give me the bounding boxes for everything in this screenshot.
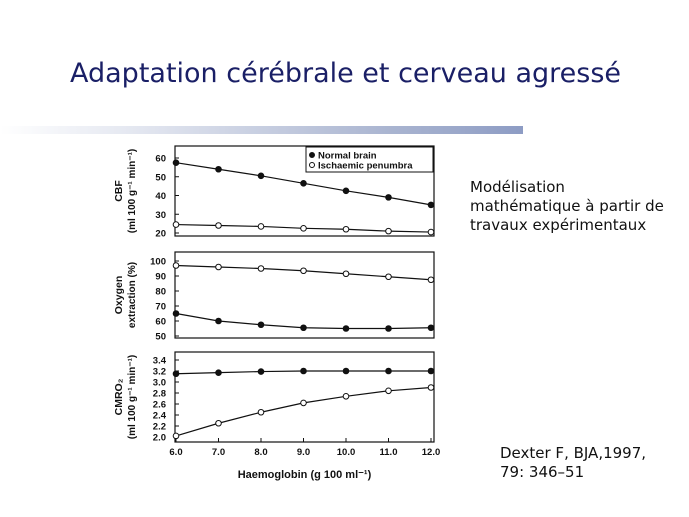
normal-brain-point	[300, 180, 307, 187]
normal-brain-point	[385, 325, 392, 332]
penumbra-point	[215, 263, 222, 271]
y-tick-label: 2.6	[153, 400, 166, 411]
y-tick-label: 80	[155, 287, 166, 298]
x-tick-label: 7.0	[212, 447, 225, 458]
penumbra-point	[427, 276, 435, 284]
penumbra-point	[215, 419, 222, 427]
y-tick-label: 50	[155, 332, 166, 343]
y-tick-label: 3.4	[153, 356, 167, 367]
penumbra-point	[300, 225, 307, 232]
y-tick-label: 50	[155, 172, 166, 183]
model-note-line: mathématique à partir de	[470, 197, 664, 215]
y-tick-label: 60	[155, 317, 166, 328]
x-tick-label: 9.0	[297, 447, 310, 458]
y-tick-label: 90	[155, 272, 166, 283]
penumbra-point	[300, 267, 307, 275]
penumbra-point	[257, 265, 265, 272]
y-tick-label: 3.0	[153, 378, 166, 389]
y-axis-label: (ml 100 g⁻¹ min⁻¹)	[127, 149, 138, 233]
penumbra-point	[385, 387, 392, 395]
x-tick-label: 6.0	[169, 447, 182, 458]
penumbra-point	[172, 221, 180, 228]
normal-brain-point	[257, 172, 265, 180]
normal-brain-point	[257, 321, 265, 329]
y-axis-label: Oxygen	[113, 276, 125, 315]
panel-frame	[174, 351, 435, 443]
panel-frame	[174, 145, 435, 237]
legend-marker	[309, 162, 315, 168]
y-axis-label: CMRO₂	[113, 378, 125, 415]
y-tick-label: 2.8	[153, 389, 166, 400]
penumbra-point	[342, 225, 350, 233]
y-axis-label: extraction (%)	[127, 262, 138, 328]
y-tick-label: 60	[155, 154, 166, 165]
y-tick-label: 70	[155, 302, 166, 313]
penumbra-point	[342, 270, 350, 278]
x-tick-label: 11.0	[380, 447, 398, 458]
model-note: Modélisation mathématique à partir de tr…	[470, 178, 685, 235]
normal-brain-point	[427, 367, 435, 375]
y-axis-label: CBF	[113, 180, 125, 202]
y-tick-label: 40	[155, 191, 166, 202]
slide-title: Adaptation cérébrale et cerveau agressé	[70, 58, 622, 89]
normal-brain-point	[342, 325, 350, 332]
penumbra-point	[257, 408, 265, 416]
x-tick-label: 12.0	[422, 447, 441, 458]
normal-brain-point	[172, 159, 180, 166]
penumbra-point	[172, 432, 180, 440]
x-tick-label: 10.0	[337, 447, 356, 458]
penumbra-point	[385, 227, 392, 235]
panel-frame	[174, 251, 435, 339]
penumbra-point	[427, 228, 435, 236]
normal-brain-point	[300, 367, 307, 375]
normal-brain-point	[300, 324, 307, 332]
legend-label: Ischaemic penumbra	[318, 160, 413, 171]
x-axis-label: Haemoglobin (g 100 ml⁻¹)	[238, 469, 372, 481]
normal-brain-point	[215, 165, 222, 173]
x-tick-label: 8.0	[254, 447, 267, 458]
y-tick-label: 100	[150, 257, 166, 268]
reference-line: 79: 346–51	[500, 463, 585, 481]
penumbra-point	[172, 262, 180, 269]
y-tick-label: 30	[155, 210, 166, 221]
normal-brain-point	[257, 368, 265, 375]
y-tick-label: 2.4	[153, 411, 167, 422]
penumbra-point	[257, 223, 265, 230]
chart-figure: 20 30 40 50 60 CBF (ml 100 g⁻¹ min⁻¹) 50 60 70 80 9…	[98, 140, 450, 486]
penumbra-point	[385, 273, 392, 281]
normal-brain-point	[172, 370, 180, 378]
model-note-line: Modélisation	[470, 178, 565, 196]
legend-box	[305, 146, 434, 173]
normal-brain-point	[172, 310, 180, 317]
penumbra-point	[342, 392, 350, 400]
y-axis-label: (ml 100 g⁻¹ min⁻¹)	[127, 355, 138, 439]
y-tick-label: 20	[155, 229, 166, 240]
reference-line: Dexter F, BJA,1997,	[500, 444, 647, 462]
normal-brain-point	[342, 367, 350, 375]
normal-brain-point	[385, 194, 392, 201]
normal-brain-point	[427, 324, 435, 332]
penumbra-line	[175, 386, 432, 437]
normal-brain-point	[385, 367, 392, 375]
normal-brain-point	[215, 317, 222, 325]
legend-marker	[309, 152, 315, 158]
penumbra-point	[300, 399, 307, 407]
model-note-line: travaux expérimentaux	[470, 216, 647, 234]
title-underline	[0, 126, 523, 134]
y-tick-label: 2.0	[153, 433, 166, 444]
penumbra-point	[427, 384, 435, 391]
penumbra-point	[215, 222, 222, 229]
normal-brain-point	[215, 369, 222, 376]
legend-label: Normal brain	[318, 150, 377, 161]
normal-brain-point	[342, 187, 350, 195]
y-tick-label: 2.2	[153, 422, 166, 433]
reference-note: Dexter F, BJA,1997, 79: 346–51	[500, 444, 685, 482]
normal-brain-point	[427, 201, 435, 209]
y-tick-label: 3.2	[153, 367, 166, 378]
